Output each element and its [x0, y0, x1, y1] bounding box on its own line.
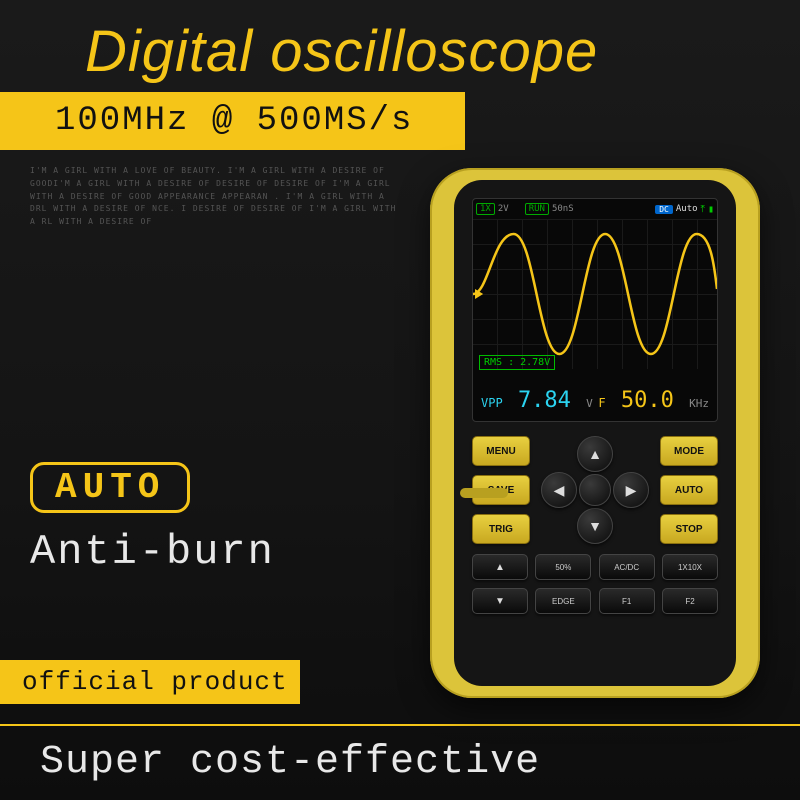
freq-label: F	[598, 396, 605, 410]
dpad-right-button[interactable]: ▶	[613, 472, 649, 508]
freq-value: 50.0	[621, 388, 674, 413]
probe-badge: 1X	[476, 203, 495, 215]
menu-button[interactable]: MENU	[472, 436, 530, 466]
dpad-up-button[interactable]: ▲	[577, 436, 613, 472]
auto-button[interactable]: AUTO	[660, 475, 718, 505]
vpp-label: VPP	[481, 396, 503, 410]
mode-button[interactable]: MODE	[660, 436, 718, 466]
f1-button[interactable]: F1	[599, 588, 655, 614]
scale-down-button[interactable]: ▼	[472, 588, 528, 614]
freq-unit: KHz	[689, 397, 709, 410]
page-title: Digital oscilloscope	[85, 18, 598, 85]
dpad-center-button[interactable]	[579, 474, 611, 506]
rms-readout: RMS : 2.78V	[479, 355, 555, 370]
directional-pad: ▲ ▼ ◀ ▶	[541, 436, 649, 544]
trig-button[interactable]: TRIG	[472, 514, 530, 544]
f2-button[interactable]: F2	[662, 588, 718, 614]
edge-button[interactable]: EDGE	[535, 588, 591, 614]
divider-line	[0, 724, 800, 726]
run-badge: RUN	[525, 203, 549, 215]
vpp-value: 7.84	[518, 388, 571, 413]
bottom-tagline: Super cost-effective	[40, 740, 540, 785]
fine-print: I'M A GIRL WITH A LOVE OF BEAUTY. I'M A …	[30, 165, 400, 229]
official-bar: official product	[0, 660, 300, 704]
device-front-panel: 1X 2V RUN 50nS DC Auto ⤒ ▮ RMS : 2.78V	[454, 180, 736, 686]
fifty-percent-button[interactable]: 50%	[535, 554, 591, 580]
probe-scale-button[interactable]: 1X10X	[662, 554, 718, 580]
scale-up-button[interactable]: ▲	[472, 554, 528, 580]
dpad-left-button[interactable]: ◀	[541, 472, 577, 508]
save-button[interactable]: SAVE	[472, 475, 530, 505]
anti-burn-text: Anti-burn	[30, 528, 275, 576]
battery-icon: ▮	[708, 204, 714, 215]
oscilloscope-screen: 1X 2V RUN 50nS DC Auto ⤒ ▮ RMS : 2.78V	[472, 198, 718, 422]
keypad: MENU SAVE TRIG ▲ ▼ ◀ ▶ MODE AUTO STOP	[472, 436, 718, 622]
spec-bar: 100MHz @ 500MS/s	[0, 92, 465, 150]
vdiv-label: 2V	[498, 204, 509, 214]
oscilloscope-device: 1X 2V RUN 50nS DC Auto ⤒ ▮ RMS : 2.78V	[430, 168, 760, 698]
trig-mode-label: Auto	[676, 204, 698, 214]
measurement-readouts: VPP 7.84 V F 50.0 KHz	[481, 388, 709, 413]
acdc-button[interactable]: AC/DC	[599, 554, 655, 580]
auto-badge: AUTO	[30, 462, 190, 513]
vpp-unit: V	[586, 397, 593, 410]
trigger-icon: ⤒	[701, 204, 705, 215]
waveform-display	[473, 219, 717, 369]
coupling-badge: DC	[655, 205, 673, 214]
screen-status-bar: 1X 2V RUN 50nS DC Auto ⤒ ▮	[473, 199, 717, 219]
tdiv-label: 50nS	[552, 204, 574, 214]
stop-button[interactable]: STOP	[660, 514, 718, 544]
dpad-down-button[interactable]: ▼	[577, 508, 613, 544]
